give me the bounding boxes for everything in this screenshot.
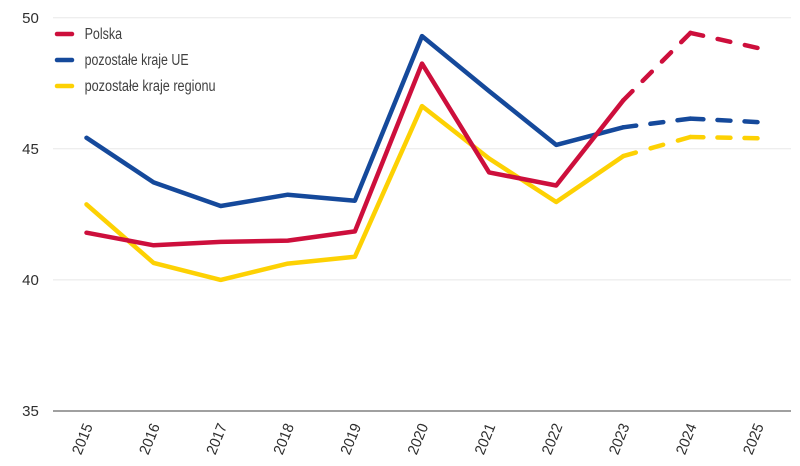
svg-text:50: 50 [22,10,39,27]
svg-text:Polska: Polska [85,26,123,43]
svg-text:40: 40 [22,272,39,289]
svg-text:pozostałe kraje regionu: pozostałe kraje regionu [85,78,216,95]
svg-text:45: 45 [22,141,39,158]
svg-text:pozostałe kraje UE: pozostałe kraje UE [85,52,189,69]
svg-text:35: 35 [22,403,39,420]
